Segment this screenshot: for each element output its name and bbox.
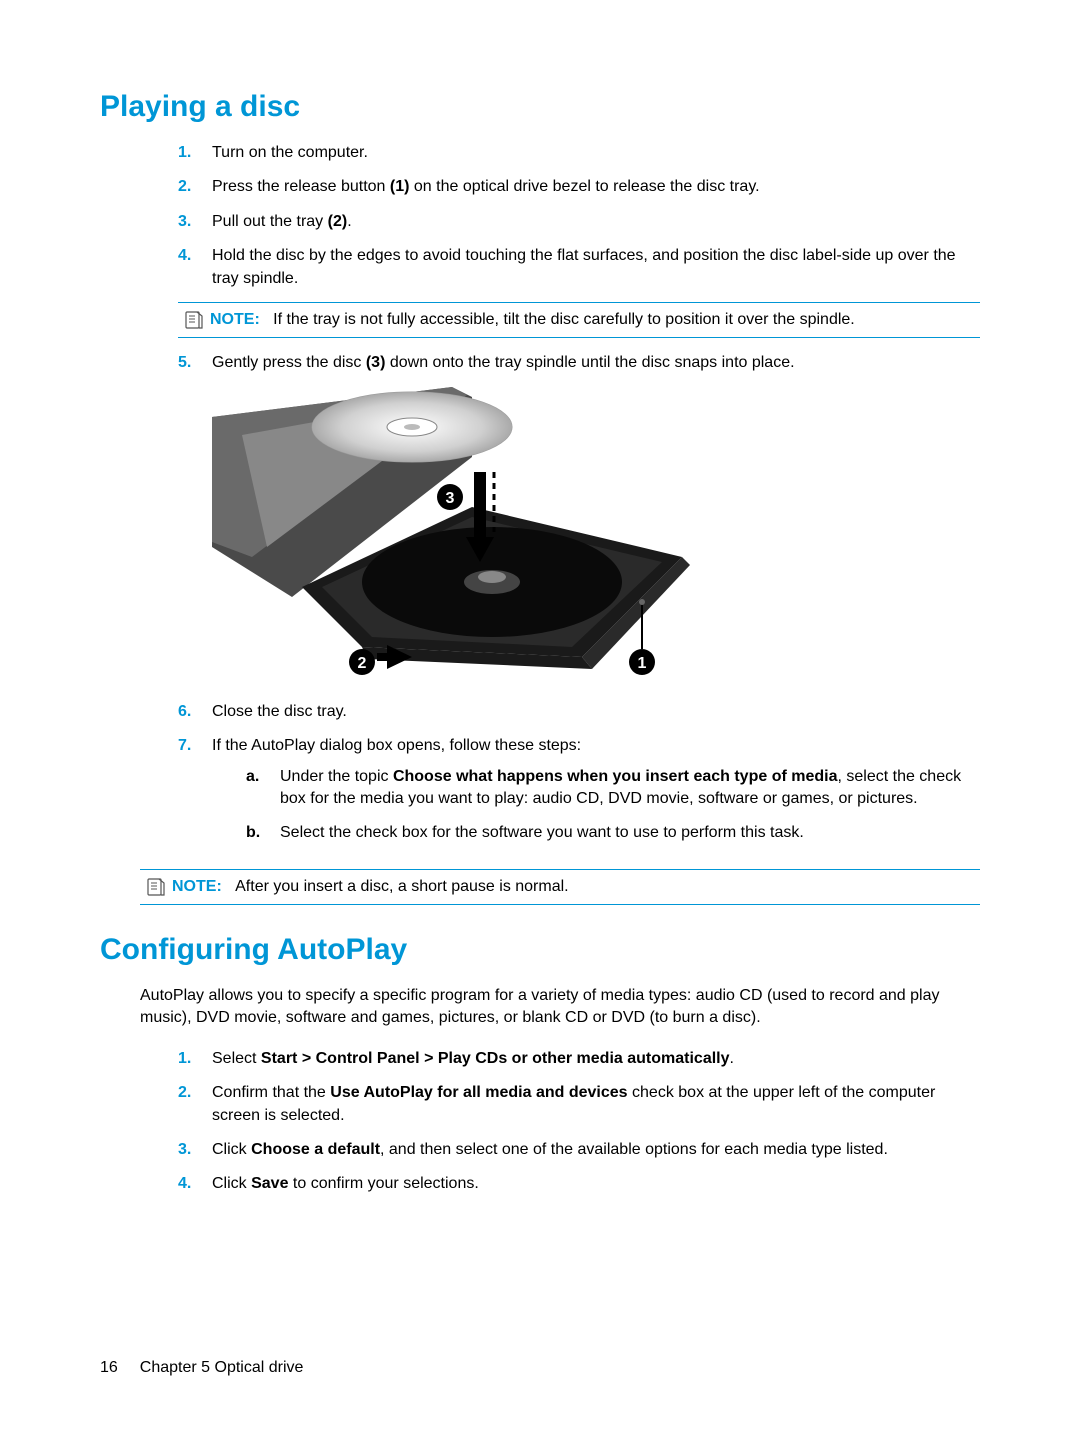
text: If the AutoPlay dialog box opens, follow… bbox=[212, 737, 581, 754]
text: Pull out the tray bbox=[212, 213, 328, 230]
callout-label: (2) bbox=[328, 213, 348, 230]
steps-list-1c: 6. Close the disc tray. 7. If the AutoPl… bbox=[178, 701, 980, 857]
text: , and then select one of the available o… bbox=[380, 1141, 888, 1158]
step-2: 2. Press the release button (1) on the o… bbox=[178, 176, 980, 198]
note-icon bbox=[140, 876, 172, 896]
bold-text: Choose a default bbox=[251, 1141, 380, 1158]
step-1: 1. Turn on the computer. bbox=[178, 142, 980, 164]
substep-text: Select the check box for the software yo… bbox=[280, 822, 980, 844]
callout-label: (1) bbox=[390, 178, 410, 195]
step-number: 3. bbox=[178, 1139, 212, 1161]
sub-steps: a. Under the topic Choose what happens w… bbox=[246, 766, 980, 845]
substep-number: b. bbox=[246, 822, 280, 844]
note-box-1: NOTE: If the tray is not fully accessibl… bbox=[178, 302, 980, 338]
step-text: Press the release button (1) on the opti… bbox=[212, 176, 980, 198]
note-label: NOTE: bbox=[210, 311, 260, 328]
step-number: 5. bbox=[178, 352, 212, 374]
bold-text: Save bbox=[251, 1175, 288, 1192]
disc-tray-diagram: 3 2 1 bbox=[212, 387, 692, 685]
text: on the optical drive bezel to release th… bbox=[409, 178, 759, 195]
text: Confirm that the bbox=[212, 1084, 330, 1101]
step-number: 1. bbox=[178, 142, 212, 164]
svg-text:2: 2 bbox=[358, 655, 367, 672]
text: Click bbox=[212, 1141, 251, 1158]
callout-label: (3) bbox=[366, 354, 386, 371]
page-footer: 16 Chapter 5 Optical drive bbox=[100, 1359, 303, 1377]
svg-text:1: 1 bbox=[638, 655, 647, 672]
note-text: After you insert a disc, a short pause i… bbox=[235, 878, 568, 895]
step-number: 4. bbox=[178, 1173, 212, 1195]
note-icon bbox=[178, 309, 210, 329]
step-text: Close the disc tray. bbox=[212, 701, 980, 723]
step-text: Select Start > Control Panel > Play CDs … bbox=[212, 1048, 980, 1070]
steps-list-1: 1. Turn on the computer. 2. Press the re… bbox=[178, 142, 980, 290]
autoplay-intro-text: AutoPlay allows you to specify a specifi… bbox=[140, 985, 980, 1030]
step-number: 2. bbox=[178, 1082, 212, 1127]
step-text: Pull out the tray (2). bbox=[212, 211, 980, 233]
step-3: 3. Pull out the tray (2). bbox=[178, 211, 980, 233]
text: to confirm your selections. bbox=[288, 1175, 478, 1192]
step-number: 3. bbox=[178, 211, 212, 233]
note-box-2: NOTE: After you insert a disc, a short p… bbox=[140, 869, 980, 905]
step-7: 7. If the AutoPlay dialog box opens, fol… bbox=[178, 735, 980, 857]
step-text: Gently press the disc (3) down onto the … bbox=[212, 352, 980, 374]
heading-configuring-autoplay: Configuring AutoPlay bbox=[100, 933, 980, 967]
substep-number: a. bbox=[246, 766, 280, 811]
step2-3: 3. Click Choose a default, and then sele… bbox=[178, 1139, 980, 1161]
bold-text: Use AutoPlay for all media and devices bbox=[330, 1084, 627, 1101]
substep-text: Under the topic Choose what happens when… bbox=[280, 766, 980, 811]
steps-list-2: 1. Select Start > Control Panel > Play C… bbox=[178, 1048, 980, 1196]
step-6: 6. Close the disc tray. bbox=[178, 701, 980, 723]
step-text: Turn on the computer. bbox=[212, 142, 980, 164]
step2-4: 4. Click Save to confirm your selections… bbox=[178, 1173, 980, 1195]
bold-text: Choose what happens when you insert each… bbox=[393, 768, 838, 785]
step-number: 4. bbox=[178, 245, 212, 290]
note-content: NOTE: If the tray is not fully accessibl… bbox=[210, 309, 980, 331]
heading-playing-disc: Playing a disc bbox=[100, 90, 980, 124]
step-text: Hold the disc by the edges to avoid touc… bbox=[212, 245, 980, 290]
step-number: 1. bbox=[178, 1048, 212, 1070]
substep-a: a. Under the topic Choose what happens w… bbox=[246, 766, 980, 811]
text: . bbox=[730, 1050, 734, 1067]
step-4: 4. Hold the disc by the edges to avoid t… bbox=[178, 245, 980, 290]
chapter-label: Chapter 5 Optical drive bbox=[140, 1359, 304, 1377]
step-text: Click Choose a default, and then select … bbox=[212, 1139, 980, 1161]
step-number: 6. bbox=[178, 701, 212, 723]
step-text: If the AutoPlay dialog box opens, follow… bbox=[212, 735, 980, 857]
note-label: NOTE: bbox=[172, 878, 222, 895]
text: Gently press the disc bbox=[212, 354, 366, 371]
page-number: 16 bbox=[100, 1359, 118, 1377]
note-text: If the tray is not fully accessible, til… bbox=[273, 311, 855, 328]
text: Under the topic bbox=[280, 768, 393, 785]
text: Click bbox=[212, 1175, 251, 1192]
step-text: Confirm that the Use AutoPlay for all me… bbox=[212, 1082, 980, 1127]
note-content: NOTE: After you insert a disc, a short p… bbox=[172, 876, 980, 898]
step-text: Click Save to confirm your selections. bbox=[212, 1173, 980, 1195]
step2-2: 2. Confirm that the Use AutoPlay for all… bbox=[178, 1082, 980, 1127]
steps-list-1b: 5. Gently press the disc (3) down onto t… bbox=[178, 352, 980, 374]
bold-text: Start > Control Panel > Play CDs or othe… bbox=[261, 1050, 730, 1067]
text: . bbox=[347, 213, 351, 230]
step-5: 5. Gently press the disc (3) down onto t… bbox=[178, 352, 980, 374]
step2-1: 1. Select Start > Control Panel > Play C… bbox=[178, 1048, 980, 1070]
step-number: 2. bbox=[178, 176, 212, 198]
text: down onto the tray spindle until the dis… bbox=[385, 354, 794, 371]
substep-b: b. Select the check box for the software… bbox=[246, 822, 980, 844]
text: Press the release button bbox=[212, 178, 390, 195]
step-number: 7. bbox=[178, 735, 212, 857]
text: Select bbox=[212, 1050, 261, 1067]
svg-text:3: 3 bbox=[446, 490, 455, 507]
